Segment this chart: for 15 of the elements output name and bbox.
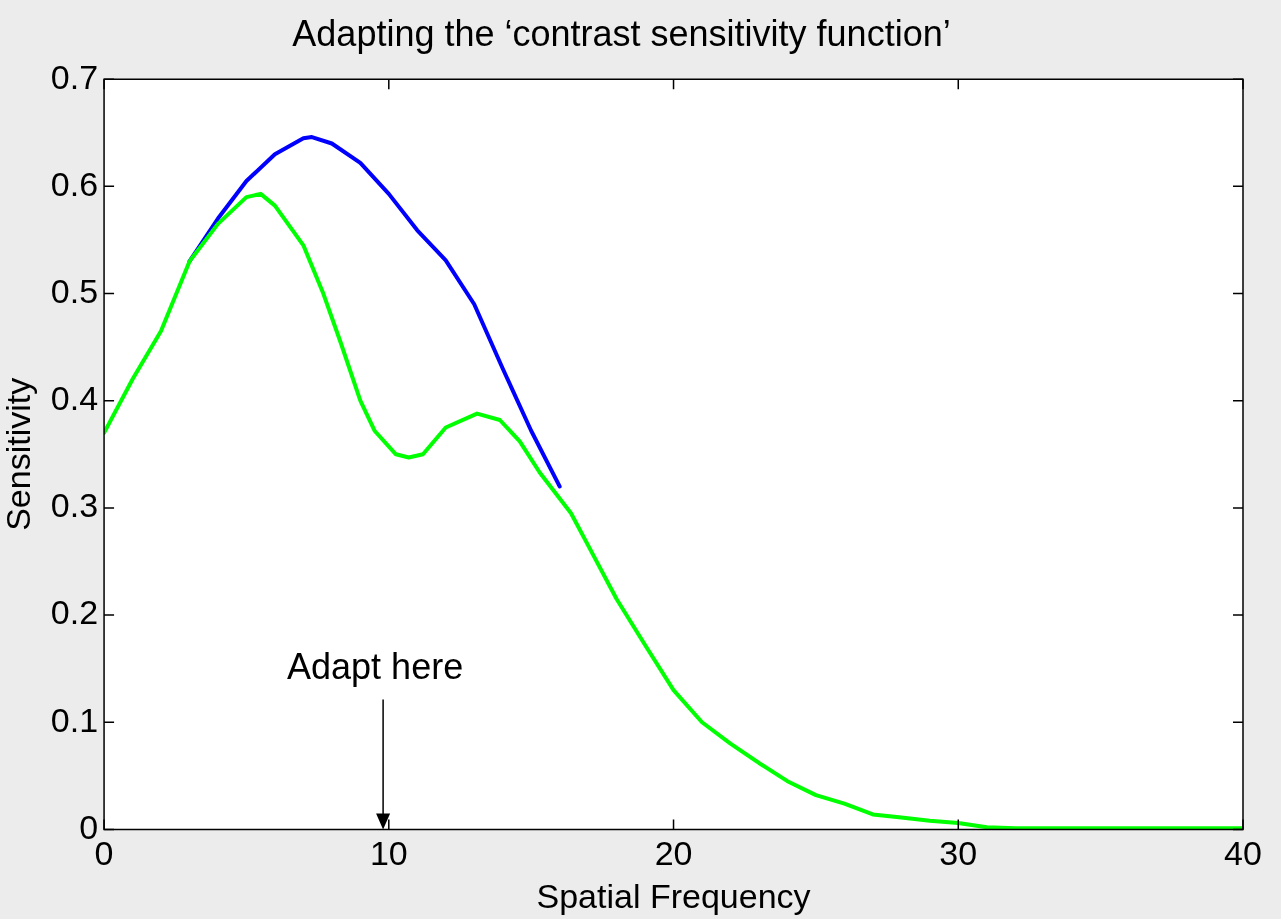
- x-tick-label: 20: [654, 834, 693, 873]
- y-tick-label: 0.6: [50, 164, 99, 203]
- x-tick-label: 40: [1224, 834, 1262, 873]
- annotation: Adapt here: [287, 646, 464, 688]
- y-tick-label: 0.4: [50, 379, 99, 418]
- y-tick-label: 0.3: [50, 486, 99, 525]
- y-tick-label: 0.5: [50, 271, 99, 310]
- x-tick-label: 30: [939, 834, 978, 873]
- y-tick-label: 0.1: [50, 700, 99, 739]
- y-tick-label: 0.7: [50, 57, 99, 96]
- x-tick-label: 10: [369, 834, 408, 873]
- chart-title: Adapting the ‘contrast sensitivity function’: [292, 12, 951, 54]
- x-axis-title: Spatial Frequency: [536, 876, 811, 915]
- y-tick-label: 0.2: [50, 593, 99, 632]
- y-axis-title: Sensitivity: [0, 377, 37, 531]
